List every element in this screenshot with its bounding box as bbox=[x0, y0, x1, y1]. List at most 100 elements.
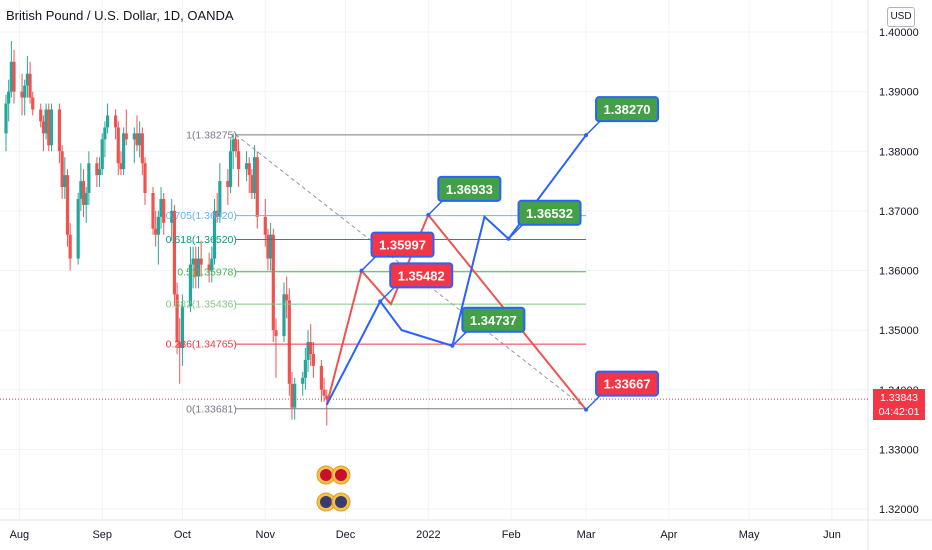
target-label: 1.34737 bbox=[470, 313, 517, 328]
candle-body bbox=[274, 330, 278, 337]
target-point bbox=[506, 236, 511, 241]
candle-body bbox=[154, 228, 158, 235]
candle-body bbox=[122, 133, 126, 170]
target-label-box bbox=[595, 370, 660, 397]
candle-body bbox=[215, 210, 219, 217]
price-tick-label: 1.40000 bbox=[879, 27, 919, 39]
candle-body bbox=[95, 163, 99, 176]
candle-body bbox=[28, 73, 32, 98]
target-pointer bbox=[507, 224, 524, 240]
candle-body bbox=[226, 181, 230, 188]
candle-body bbox=[250, 175, 254, 193]
last-price-tag: 1.33843 04:42:01 bbox=[873, 389, 925, 420]
projection-path-blue bbox=[325, 134, 587, 406]
target-point bbox=[359, 268, 364, 273]
target-label-box bbox=[461, 306, 526, 333]
candle-body bbox=[113, 115, 118, 128]
price-tick-label: 1.35000 bbox=[879, 325, 919, 337]
candle-body bbox=[159, 198, 163, 217]
bar-countdown: 04:42:01 bbox=[878, 406, 920, 418]
time-tick-label: Nov bbox=[256, 529, 276, 541]
time-tick-label: Oct bbox=[174, 529, 191, 541]
candle-body bbox=[39, 109, 43, 122]
target-label: 1.35997 bbox=[379, 238, 426, 253]
time-tick-label: Dec bbox=[336, 529, 356, 541]
candle-body bbox=[319, 365, 324, 390]
target-label-box bbox=[389, 262, 454, 289]
fib-level-label: 0.382(1.35436) bbox=[166, 299, 237, 311]
candle-body bbox=[116, 127, 120, 164]
candle-body bbox=[4, 103, 8, 134]
target-label: 1.35482 bbox=[398, 268, 445, 283]
candle-body bbox=[44, 109, 48, 134]
candle-body bbox=[9, 61, 13, 92]
candle-body bbox=[188, 264, 193, 307]
candle-body bbox=[290, 383, 294, 408]
target-pointer bbox=[451, 331, 467, 347]
candle-body bbox=[325, 395, 329, 400]
price-tick-label: 1.36000 bbox=[879, 266, 919, 278]
candle-body bbox=[231, 139, 235, 152]
candle-body bbox=[255, 157, 259, 217]
target-point bbox=[450, 343, 455, 348]
time-tick-label: May bbox=[739, 529, 760, 541]
target-label-box bbox=[595, 96, 660, 123]
candle-body bbox=[7, 91, 11, 104]
candle-body bbox=[105, 115, 110, 128]
target-pointer bbox=[427, 200, 443, 216]
price-tick-label: 1.33000 bbox=[879, 444, 919, 456]
candle-body bbox=[140, 133, 144, 164]
candle-body bbox=[162, 198, 166, 223]
candle-body bbox=[210, 258, 214, 271]
flag-icon bbox=[335, 496, 347, 508]
candle-body bbox=[97, 169, 102, 176]
candle-body bbox=[65, 175, 70, 235]
time-tick-label: Sep bbox=[92, 529, 112, 541]
candle-body bbox=[47, 109, 51, 146]
target-point bbox=[378, 299, 383, 304]
price-tick-label: 1.39000 bbox=[879, 87, 919, 99]
target-label: 1.33667 bbox=[604, 377, 651, 392]
flag-icon bbox=[320, 496, 332, 508]
candle-body bbox=[57, 109, 62, 152]
candle-body bbox=[143, 163, 147, 193]
currency-button[interactable]: USD bbox=[887, 7, 915, 27]
candle-body bbox=[87, 163, 91, 193]
fib-level-label: 0.236(1.34765) bbox=[166, 339, 237, 351]
candle-body bbox=[194, 258, 198, 277]
candle-body bbox=[156, 216, 160, 235]
candle-body bbox=[170, 210, 174, 223]
candle-body bbox=[293, 383, 297, 408]
candle-body bbox=[63, 175, 67, 188]
fib-level-label: 0.5(1.35978) bbox=[177, 266, 237, 278]
price-tick-label: 1.37000 bbox=[879, 206, 919, 218]
candle-body bbox=[247, 163, 251, 176]
candle-body bbox=[180, 306, 185, 349]
candle-body bbox=[41, 121, 46, 134]
time-tick-label: Feb bbox=[502, 529, 521, 541]
candle-body bbox=[20, 91, 24, 98]
price-tick-label: 1.38000 bbox=[879, 146, 919, 158]
target-pointer bbox=[360, 256, 377, 272]
candle-body bbox=[285, 294, 289, 301]
time-tick-label: 2022 bbox=[416, 529, 440, 541]
candle-body bbox=[234, 139, 238, 152]
target-label: 1.36933 bbox=[446, 182, 493, 197]
candle-body bbox=[301, 377, 305, 384]
target-pointer bbox=[379, 286, 395, 302]
target-label: 1.38270 bbox=[604, 102, 651, 117]
time-tick-label: Mar bbox=[577, 529, 596, 541]
grid-lines bbox=[0, 0, 868, 520]
time-tick-label: Aug bbox=[10, 529, 30, 541]
target-label-box bbox=[517, 199, 582, 226]
candle-body bbox=[244, 163, 249, 170]
symbol-title[interactable]: British Pound / U.S. Dollar, 1D, OANDA bbox=[6, 8, 234, 23]
last-price: 1.33843 bbox=[880, 392, 918, 404]
fib-level-label: 1(1.38275) bbox=[186, 129, 237, 141]
candle-body bbox=[178, 342, 182, 349]
candle-body bbox=[138, 133, 142, 146]
candle-body bbox=[81, 181, 86, 205]
candle-body bbox=[124, 133, 128, 140]
fib-level-label: 0(1.33681) bbox=[186, 403, 237, 415]
